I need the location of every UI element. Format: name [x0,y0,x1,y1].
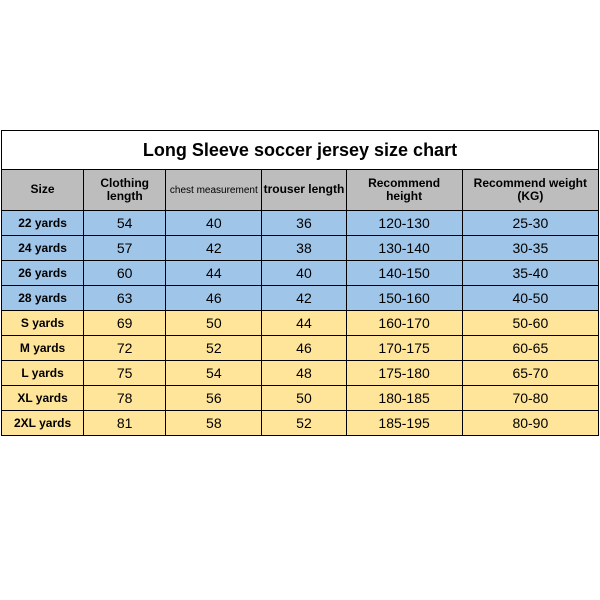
cell: 46 [262,336,346,361]
cell: 65-70 [462,361,598,386]
table-row: M yards725246170-17560-65 [2,336,599,361]
cell: 50-60 [462,311,598,336]
cell: 42 [166,236,262,261]
cell: 40 [262,261,346,286]
column-header-3: trouser length [262,170,346,211]
size-label: L yards [2,361,84,386]
table-row: 2XL yards815852185-19580-90 [2,411,599,436]
cell: 38 [262,236,346,261]
cell: 63 [84,286,166,311]
cell: 120-130 [346,211,462,236]
cell: 52 [262,411,346,436]
cell: 150-160 [346,286,462,311]
header-row: SizeClothinglengthchest measurementtrous… [2,170,599,211]
cell: 36 [262,211,346,236]
size-label: 24 yards [2,236,84,261]
size-chart-table: Long Sleeve soccer jersey size chart Siz… [1,130,599,436]
size-label: S yards [2,311,84,336]
table-row: L yards755448175-18065-70 [2,361,599,386]
cell: 130-140 [346,236,462,261]
cell: 54 [166,361,262,386]
cell: 160-170 [346,311,462,336]
cell: 44 [262,311,346,336]
title-row: Long Sleeve soccer jersey size chart [2,131,599,170]
cell: 40 [166,211,262,236]
size-label: M yards [2,336,84,361]
cell: 50 [166,311,262,336]
table-row: S yards695044160-17050-60 [2,311,599,336]
cell: 54 [84,211,166,236]
cell: 44 [166,261,262,286]
column-header-4: Recommendheight [346,170,462,211]
cell: 60 [84,261,166,286]
cell: 75 [84,361,166,386]
cell: 72 [84,336,166,361]
size-label: 26 yards [2,261,84,286]
cell: 170-175 [346,336,462,361]
table-row: 28 yards634642150-16040-50 [2,286,599,311]
table-row: 24 yards574238130-14030-35 [2,236,599,261]
column-header-0: Size [2,170,84,211]
cell: 30-35 [462,236,598,261]
cell: 175-180 [346,361,462,386]
cell: 185-195 [346,411,462,436]
table-row: 26 yards604440140-15035-40 [2,261,599,286]
column-header-2: chest measurement [166,170,262,211]
cell: 48 [262,361,346,386]
cell: 42 [262,286,346,311]
size-label: 2XL yards [2,411,84,436]
cell: 80-90 [462,411,598,436]
cell: 81 [84,411,166,436]
column-header-1: Clothinglength [84,170,166,211]
cell: 60-65 [462,336,598,361]
cell: 180-185 [346,386,462,411]
cell: 58 [166,411,262,436]
size-label: 22 yards [2,211,84,236]
table-row: XL yards785650180-18570-80 [2,386,599,411]
cell: 25-30 [462,211,598,236]
cell: 78 [84,386,166,411]
chart-title: Long Sleeve soccer jersey size chart [2,131,599,170]
cell: 40-50 [462,286,598,311]
size-label: 28 yards [2,286,84,311]
cell: 70-80 [462,386,598,411]
cell: 35-40 [462,261,598,286]
cell: 56 [166,386,262,411]
cell: 46 [166,286,262,311]
cell: 140-150 [346,261,462,286]
size-label: XL yards [2,386,84,411]
table-row: 22 yards544036120-13025-30 [2,211,599,236]
cell: 57 [84,236,166,261]
column-header-5: Recommend weight (KG) [462,170,598,211]
cell: 52 [166,336,262,361]
cell: 50 [262,386,346,411]
cell: 69 [84,311,166,336]
